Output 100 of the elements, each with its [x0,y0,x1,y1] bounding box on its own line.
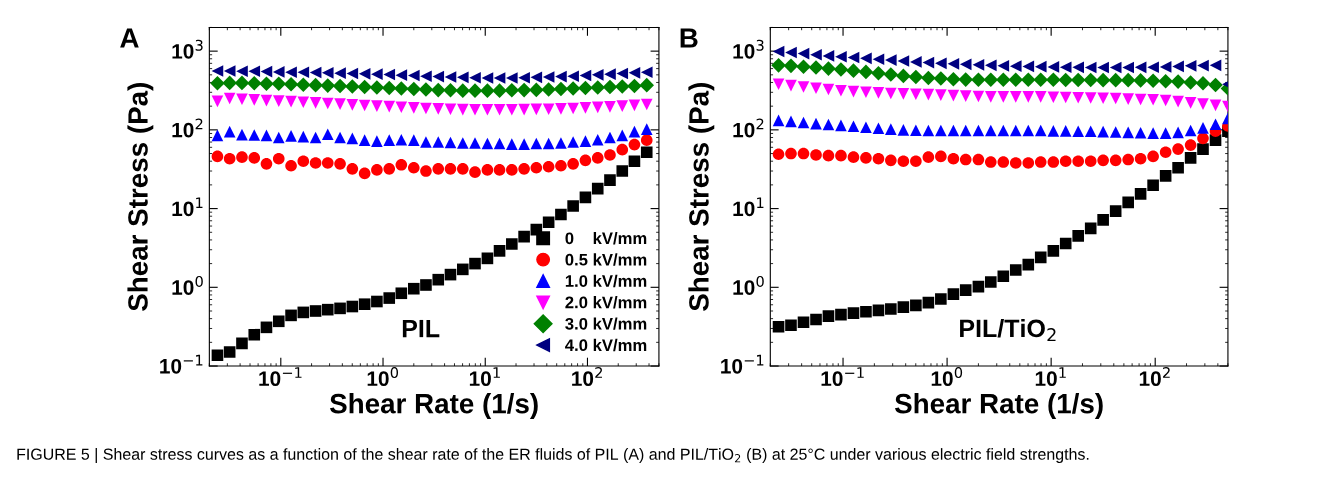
point [1033,72,1049,88]
point [1183,75,1198,90]
point [358,134,371,146]
point [983,72,999,88]
point [959,124,972,137]
point [248,328,261,341]
point [272,315,285,328]
point [1047,245,1060,257]
point [628,99,641,112]
point [1172,161,1184,174]
point [997,124,1010,137]
point [835,84,847,97]
point [567,136,579,148]
point [481,164,494,176]
point [443,83,458,98]
point [1172,95,1184,108]
point [772,320,785,333]
point [1059,91,1072,104]
point [785,319,797,332]
point [236,65,248,78]
point [420,279,432,291]
point [309,305,322,317]
point [1022,60,1035,73]
point [456,263,469,276]
point [1084,92,1097,104]
point [1022,91,1035,103]
point [420,165,432,177]
point [616,143,629,156]
point [444,163,457,175]
point [910,88,922,101]
point [516,82,532,98]
point [444,136,457,149]
point [922,151,935,163]
point [246,76,262,91]
point [947,152,960,165]
point [984,124,997,137]
point [897,88,910,100]
point [897,124,910,136]
point [1147,61,1159,74]
point [346,300,359,313]
point [285,130,297,142]
y-tick-label: 10$^{1}$ [172,197,203,217]
point [628,125,641,138]
point [553,81,569,97]
point [860,86,872,99]
point [395,101,408,114]
point [1034,91,1047,103]
point [933,71,949,86]
point [810,313,822,326]
point [383,163,396,175]
point [1172,60,1184,73]
point [1009,60,1022,72]
point [1008,72,1024,88]
point [1034,60,1047,73]
point [285,66,297,79]
point [1084,155,1097,167]
point [248,129,261,141]
legend-label: 2.0 kV/mm [565,296,647,309]
point [997,91,1010,103]
point [383,292,396,304]
point [381,80,397,96]
point [996,72,1011,88]
y-tick-label: 10$^{1}$ [733,197,764,217]
point [1170,74,1186,89]
point [847,151,860,163]
point [1009,124,1022,137]
point [785,147,797,160]
point [469,166,481,178]
y-tick-label: 10$^{0}$ [172,275,203,295]
point [885,123,897,135]
point [334,67,346,79]
point [1047,61,1060,73]
point [383,134,396,146]
point [628,155,641,167]
point [579,102,592,114]
point [407,69,420,82]
point [591,101,604,114]
point [211,95,224,108]
point [1209,99,1222,112]
point [260,94,273,107]
point [506,164,518,176]
point [846,63,861,78]
point [542,216,555,229]
point [1134,152,1147,165]
point [1197,59,1209,72]
point [1097,61,1109,74]
point [418,82,434,97]
point [896,68,911,84]
point [627,78,642,94]
x-tick-label: 10$^{1}$ [1035,367,1066,387]
point [822,50,835,62]
point [492,83,507,98]
point [1108,72,1123,88]
point [297,96,310,109]
point [1097,214,1109,226]
point [321,128,334,141]
text: A [120,28,139,48]
point [810,149,822,161]
x-tick-label: 10$^{0}$ [931,367,963,387]
point [835,119,847,132]
